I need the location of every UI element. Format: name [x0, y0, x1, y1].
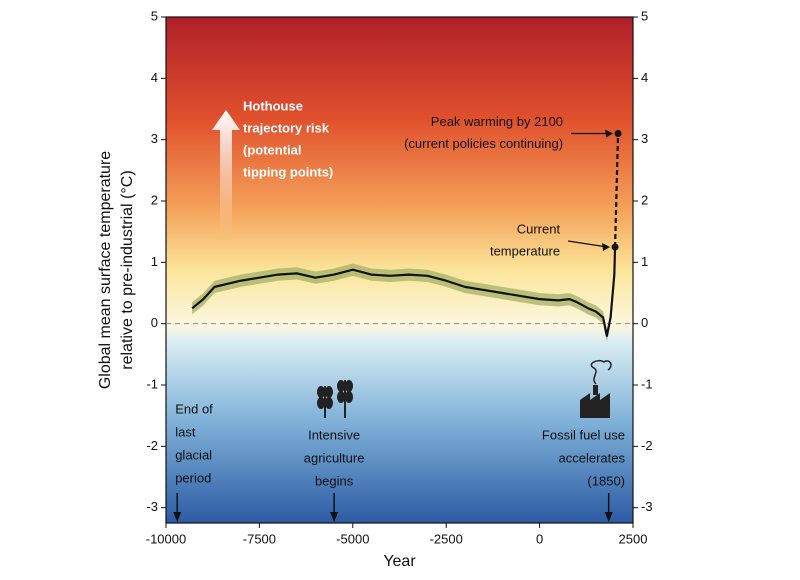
- point-label: Peak warming by 2100: [431, 114, 563, 129]
- point-label: Current: [517, 221, 561, 236]
- y2-tick-label: 2: [641, 192, 648, 207]
- event-arrowhead: [173, 512, 182, 522]
- y-tick-label: 0: [151, 315, 158, 330]
- event-label: accelerates: [559, 450, 626, 465]
- hothouse-label: Hothouse: [243, 98, 303, 113]
- y2-tick-label: -1: [641, 376, 653, 391]
- y-tick-label: 5: [151, 8, 158, 23]
- event-label: period: [175, 470, 211, 485]
- x-tick-label: -5000: [336, 531, 369, 546]
- hothouse-label: (potential: [243, 142, 302, 157]
- y-tick-label: 4: [151, 70, 158, 85]
- y2-tick-label: -3: [641, 499, 653, 514]
- x-tick-label: 2500: [619, 531, 648, 546]
- point: [611, 243, 619, 251]
- point-label: temperature: [490, 243, 560, 258]
- plot-frame: [165, 16, 634, 524]
- event-label: (1850): [587, 473, 625, 488]
- point-arrow: [567, 240, 608, 248]
- event-label: begins: [315, 473, 354, 488]
- y-tick-label: -2: [146, 438, 158, 453]
- hothouse-label: trajectory risk: [243, 120, 330, 135]
- event-arrowhead: [604, 512, 613, 522]
- hothouse-arrow: [212, 110, 240, 235]
- x-tick-label: 0: [536, 531, 543, 546]
- point-arrowhead: [602, 243, 611, 251]
- y-tick-label: -1: [146, 376, 158, 391]
- event-label: agriculture: [304, 450, 365, 465]
- event-label: Fossil fuel use: [542, 427, 625, 442]
- series-line: [191, 246, 617, 338]
- point-label: (current policies continuing): [404, 136, 563, 151]
- y2-tick-label: -2: [641, 438, 653, 453]
- y-axis-label: Global mean surface temperature: [97, 151, 114, 389]
- point-arrowhead: [605, 129, 614, 138]
- y2-tick-label: 1: [641, 254, 648, 269]
- y-tick-label: 1: [151, 254, 158, 269]
- event-label: End of: [175, 401, 213, 416]
- x-tick-label: -10000: [146, 531, 186, 546]
- x-tick-label: -7500: [243, 531, 276, 546]
- y2-tick-label: 5: [641, 8, 648, 23]
- y-tick-label: 3: [151, 131, 158, 146]
- x-tick-label: -2500: [430, 531, 463, 546]
- event-label: Intensive: [308, 427, 360, 442]
- event-label: glacial: [175, 447, 212, 462]
- y2-tick-label: 0: [641, 315, 648, 330]
- y2-tick-label: 3: [641, 131, 648, 146]
- y-tick-label: -3: [146, 499, 158, 514]
- y-axis-label: relative to pre-industrial (°C): [119, 170, 136, 369]
- series-line: [613, 133, 620, 248]
- event-label: last: [175, 424, 196, 439]
- y2-tick-label: 4: [641, 70, 648, 85]
- x-axis-label: Year: [383, 553, 416, 570]
- event-arrowhead: [330, 512, 339, 522]
- y-tick-label: 2: [151, 192, 158, 207]
- wheat-icon: [317, 380, 353, 418]
- point: [614, 130, 622, 138]
- factory-icon: [580, 359, 612, 418]
- hothouse-label: tipping points): [243, 164, 333, 179]
